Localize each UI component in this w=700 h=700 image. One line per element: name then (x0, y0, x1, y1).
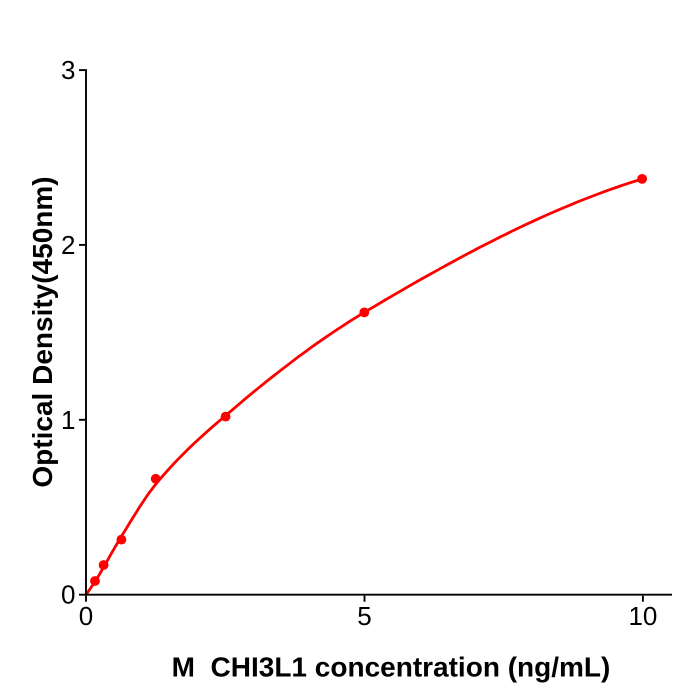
svg-text:M CHI3L1 concentration (ng/mL: M CHI3L1 concentration (ng/mL) (172, 652, 611, 683)
svg-text:2: 2 (61, 230, 75, 260)
svg-text:3: 3 (61, 55, 75, 85)
svg-text:1: 1 (61, 405, 75, 435)
svg-text:5: 5 (357, 601, 371, 631)
svg-text:10: 10 (628, 601, 657, 631)
svg-text:0: 0 (61, 580, 75, 610)
svg-text:0: 0 (79, 601, 93, 631)
svg-text:Optical Density(450nm): Optical Density(450nm) (27, 176, 58, 487)
